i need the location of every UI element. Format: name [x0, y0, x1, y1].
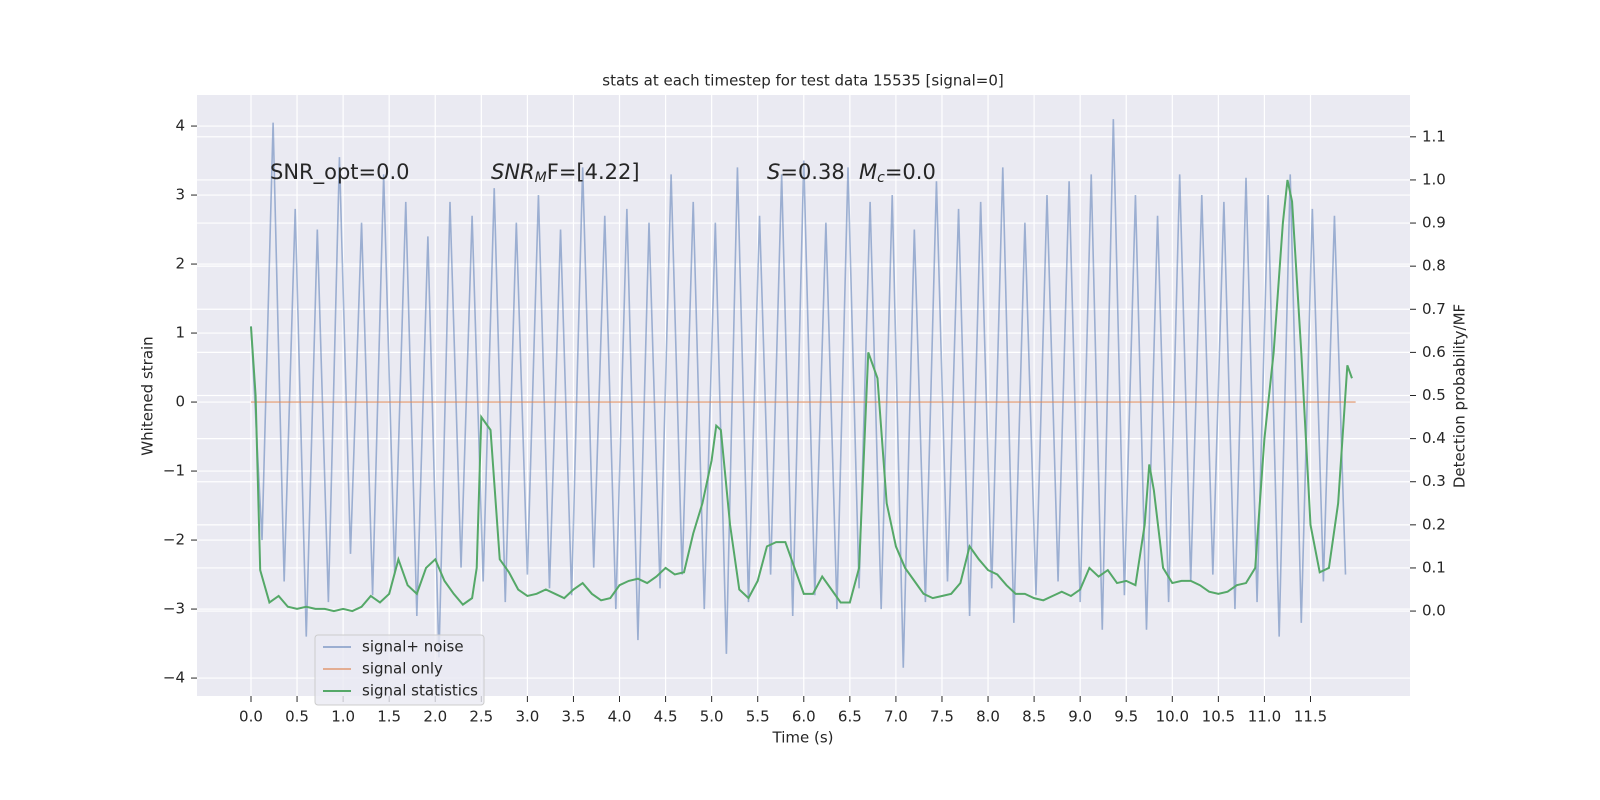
y-tick-label: −3	[163, 600, 185, 618]
y2-tick-label: 1.1	[1422, 127, 1446, 145]
x-tick-label: 10.5	[1202, 708, 1235, 726]
y-tick-label: 0	[175, 393, 185, 411]
annotation-part: M	[859, 160, 877, 184]
x-tick-label: 11.5	[1294, 708, 1327, 726]
y-tick-label: 4	[175, 117, 185, 135]
y-axis-label: Whitened strain	[139, 336, 157, 455]
annotation-part: =0.38	[780, 160, 844, 184]
y2-tick-label: 0.4	[1422, 429, 1446, 447]
y2-axis-label: Detection probability/MF	[1451, 304, 1469, 488]
y-tick-label: 3	[175, 186, 185, 204]
x-tick-label: 3.5	[562, 708, 586, 726]
annotation: SNRMF=[4.22]	[491, 160, 640, 186]
x-tick-label: 7.5	[930, 708, 954, 726]
annotation-part: SNR	[491, 160, 535, 184]
annotation: S=0.38	[767, 160, 845, 184]
annotation-part: S	[767, 160, 780, 184]
y2-tick-label: 0.1	[1422, 558, 1446, 576]
legend-label: signal only	[362, 660, 443, 678]
x-tick-label: 9.5	[1114, 708, 1138, 726]
x-tick-label: 6.0	[792, 708, 816, 726]
annotation-part: M	[535, 170, 547, 186]
x-tick-label: 10.0	[1156, 708, 1189, 726]
x-tick-label: 8.5	[1022, 708, 1046, 726]
y2-tick-label: 0.2	[1422, 515, 1446, 533]
legend: signal+ noise signal only signal statistic…	[314, 634, 485, 706]
series-line	[249, 179, 1353, 613]
y-tick-label: −4	[163, 669, 185, 687]
x-tick-label: 1.0	[331, 708, 355, 726]
annotation-part: c	[877, 170, 885, 186]
x-tick-label: 4.0	[608, 708, 632, 726]
legend-label: signal+ noise	[362, 638, 464, 656]
y2-tick-label: 1.0	[1422, 170, 1446, 188]
series-line	[250, 119, 1347, 668]
annotation: SNR_opt=0.0	[270, 160, 410, 185]
x-tick-label: 4.5	[654, 708, 678, 726]
x-tick-label: 0.0	[239, 708, 263, 726]
x-tick-label: 11.0	[1248, 708, 1281, 726]
y2-tick-label: 0.6	[1422, 343, 1446, 361]
y2-tick-label: 0.9	[1422, 214, 1446, 232]
y2-tick-label: 0.7	[1422, 300, 1446, 318]
x-tick-label: 3.0	[515, 708, 539, 726]
x-tick-label: 5.0	[700, 708, 724, 726]
x-tick-label: 0.5	[285, 708, 309, 726]
x-tick-label: 5.5	[746, 708, 770, 726]
x-tick-label: 6.5	[838, 708, 862, 726]
y2-tick-label: 0.8	[1422, 257, 1446, 275]
legend-box	[314, 634, 485, 706]
y-tick-label: −1	[163, 462, 185, 480]
y2-tick-label: 0.5	[1422, 386, 1446, 404]
y-tick-label: 2	[175, 255, 185, 273]
x-tick-label: 2.0	[423, 708, 447, 726]
x-axis-label: Time (s)	[772, 729, 834, 747]
y-tick-label: −2	[163, 531, 185, 549]
annotation: Mc=0.0	[859, 160, 936, 186]
x-tick-label: 1.5	[377, 708, 401, 726]
annotation-part: =0.0	[885, 160, 936, 184]
x-tick-label: 8.0	[976, 708, 1000, 726]
y2-tick-label: 0.3	[1422, 472, 1446, 490]
y-tick-label: 1	[175, 324, 185, 342]
x-tick-label: 2.5	[469, 708, 493, 726]
x-tick-label: 7.0	[884, 708, 908, 726]
legend-label: signal statistics	[362, 682, 478, 700]
y2-tick-label: 0.0	[1422, 602, 1446, 620]
annotation-part: F=[4.22]	[547, 160, 640, 184]
annotation-part: SNR_opt=0.0	[270, 160, 410, 185]
chart-title: stats at each timestep for test data 155…	[602, 72, 1003, 90]
x-tick-label: 9.0	[1068, 708, 1092, 726]
